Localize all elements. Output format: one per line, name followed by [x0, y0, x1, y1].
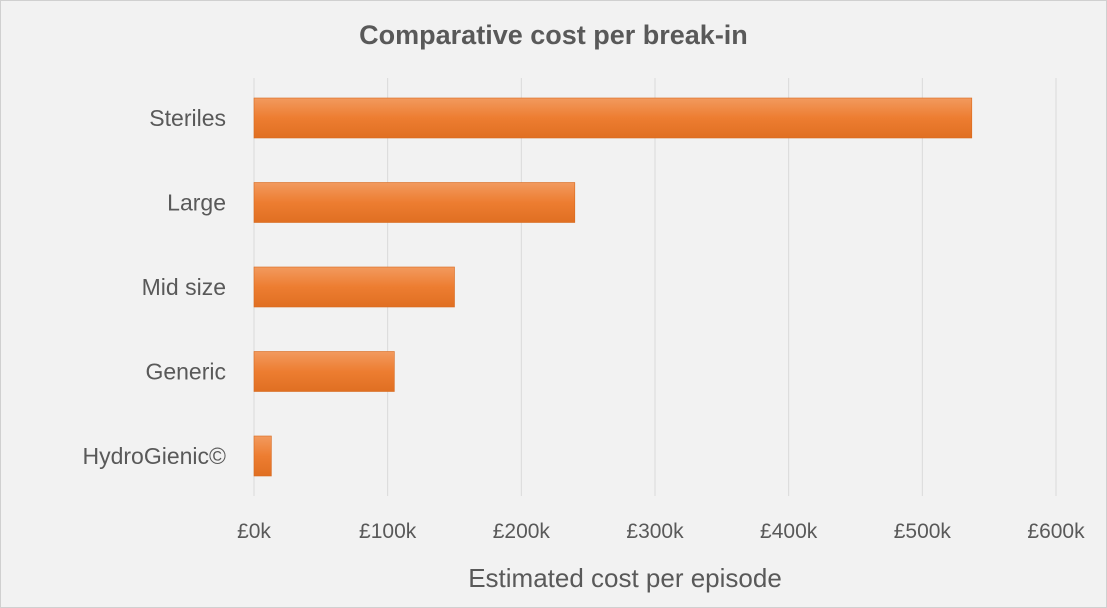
bar	[253, 351, 395, 392]
x-tick-label: £0k	[237, 520, 271, 543]
bar	[253, 182, 576, 223]
bar	[253, 97, 973, 139]
y-category-label: Large	[167, 190, 226, 216]
bar	[253, 266, 455, 308]
x-tick-label: £400k	[760, 520, 818, 543]
y-category-label: Generic	[145, 359, 226, 385]
y-category-label: HydroGienic©	[83, 443, 227, 469]
x-tick-label: £600k	[1027, 520, 1085, 543]
bar	[253, 435, 272, 477]
x-tick-label: £500k	[894, 520, 952, 543]
chart-title: Comparative cost per break-in	[359, 20, 748, 50]
x-tick-label: £100k	[359, 520, 417, 543]
y-category-label: Mid size	[142, 274, 226, 300]
y-category-label: Steriles	[149, 105, 226, 131]
x-axis-label: Estimated cost per episode	[468, 563, 782, 593]
x-tick-label: £200k	[493, 520, 551, 543]
x-tick-label: £300k	[626, 520, 684, 543]
